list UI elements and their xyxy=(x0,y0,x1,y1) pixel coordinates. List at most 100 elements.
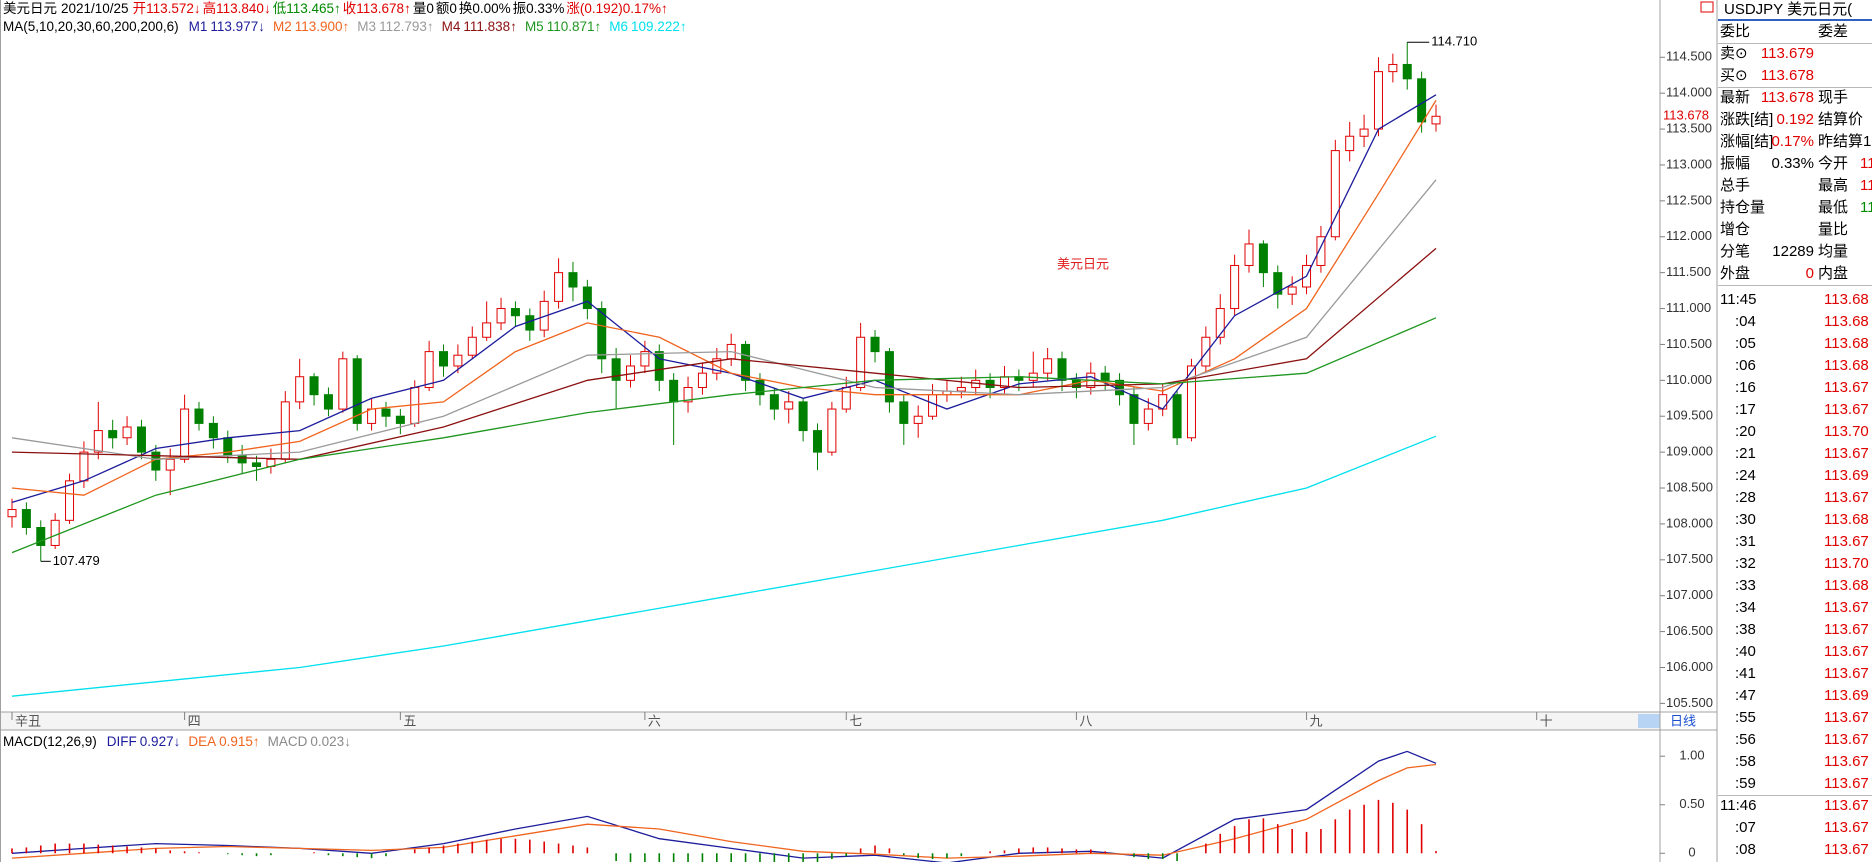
candle-body xyxy=(582,286,592,310)
watermark: 美元日元 xyxy=(1057,256,1109,271)
trade-time: :24 xyxy=(1735,467,1756,484)
trade-time: :30 xyxy=(1735,511,1756,528)
series-line xyxy=(11,750,1437,862)
candle-body xyxy=(395,415,405,424)
x-tick-label: 八 xyxy=(1079,713,1092,728)
y-tick-label: 112.000 xyxy=(1666,228,1712,243)
macd-chart: 1.00 0.50 0 xyxy=(11,748,1705,862)
y-tick-label: 113.000 xyxy=(1666,156,1712,171)
series-line xyxy=(11,247,1437,460)
series-line xyxy=(11,435,1437,697)
macd-header: MACD(12,26,9) DIFF 0.927↓ DEA 0.915↑ MACD 0.02… xyxy=(3,733,359,750)
candle-body xyxy=(295,376,305,403)
trade-time: :16 xyxy=(1735,379,1756,396)
y-tick-label: 0.50 xyxy=(1679,796,1704,811)
candle-body xyxy=(467,336,477,356)
legend-value: 113.977↓ xyxy=(210,19,265,34)
trade-price: 113.67 xyxy=(1824,445,1869,462)
candle-body xyxy=(496,308,506,324)
candle-body xyxy=(956,387,966,392)
quote-row: 卖⊙ 113.679 xyxy=(1718,43,1872,65)
trade-row: :28 113.67 xyxy=(1718,487,1872,509)
candle-body xyxy=(1129,394,1139,424)
x-tick-label: 六 xyxy=(648,713,661,728)
legend-value: 109.222↑ xyxy=(631,19,687,34)
quote-label: 外盘 xyxy=(1720,265,1751,282)
candle-body xyxy=(367,408,377,424)
trade-row: :34 113.67 xyxy=(1718,597,1872,619)
quote-field: 额0 xyxy=(435,1,457,16)
quote-value: 0.192 xyxy=(1776,111,1814,128)
trade-price: 113.68 xyxy=(1824,577,1869,594)
quote-label: 委差 xyxy=(1818,23,1849,40)
axis-icon xyxy=(1700,1,1714,13)
candle-body xyxy=(21,509,31,529)
quote-label: 持仓量 xyxy=(1720,199,1766,216)
candle-body xyxy=(482,322,492,338)
candle-body xyxy=(1316,236,1326,266)
trade-time: :47 xyxy=(1735,687,1756,704)
candle-body xyxy=(1230,264,1240,310)
candle-body xyxy=(338,358,348,410)
legend-name: DIFF xyxy=(106,734,137,749)
quote-header: 美元日元 2021/10/25 开113.572↓ 高113.840↓ 低113.465… xyxy=(3,0,670,17)
quote-row: 买⊙ 113.678 xyxy=(1718,65,1872,88)
candle-body xyxy=(827,408,837,453)
legend-value: 112.793↑ xyxy=(379,19,434,34)
trade-time: :33 xyxy=(1735,577,1756,594)
trade-price: 113.68 xyxy=(1824,511,1869,528)
quote-label: 结算价 xyxy=(1818,111,1864,128)
legend-value: 0.023↓ xyxy=(310,734,351,749)
candle-body xyxy=(1244,243,1254,266)
candle-body xyxy=(1186,365,1196,439)
trade-price: 113.68 xyxy=(1824,313,1869,330)
candle-body xyxy=(280,401,290,460)
trade-price: 113.70 xyxy=(1824,555,1869,572)
quote-field: 换0.00% xyxy=(458,1,511,16)
quote-value: 11 xyxy=(1860,199,1872,216)
quote-field: 低113.465↑ xyxy=(272,1,341,16)
candle-body xyxy=(1215,308,1225,338)
legend-value: 110.871↑ xyxy=(546,19,602,34)
candle-body xyxy=(1431,115,1441,125)
quote-label: 均量 xyxy=(1818,243,1849,260)
candle-body xyxy=(568,272,578,288)
trade-row: :24 113.69 xyxy=(1718,465,1872,487)
x-strip xyxy=(0,712,1660,730)
quote-label: 现手 xyxy=(1818,89,1849,106)
candle-body xyxy=(1330,150,1340,238)
x-tick-label: 辛丑 xyxy=(15,713,41,728)
trade-price: 113.67 xyxy=(1824,665,1869,682)
x-tick-label: 十 xyxy=(1540,713,1553,728)
y-tick-label: 113.500 xyxy=(1666,121,1712,136)
candle-body xyxy=(381,408,391,417)
trade-time: :04 xyxy=(1735,313,1756,330)
quote-value: 11 xyxy=(1860,177,1872,194)
legend-value: 0.915↑ xyxy=(219,734,260,749)
y-tick-label: 108.500 xyxy=(1666,479,1713,494)
trade-price: 113.67 xyxy=(1824,489,1869,506)
trade-time: 11:45 xyxy=(1720,291,1757,308)
trade-time: :55 xyxy=(1735,709,1756,726)
trade-row: :04 113.68 xyxy=(1718,311,1872,333)
trade-time: :31 xyxy=(1735,533,1756,550)
trade-time: :08 xyxy=(1735,841,1756,858)
trade-price: 113.68 xyxy=(1824,357,1869,374)
quote-row: 总手 最高 11 xyxy=(1718,175,1872,197)
trade-time: :32 xyxy=(1735,555,1756,572)
candle-body xyxy=(1172,394,1182,439)
trade-price: 113.68 xyxy=(1824,335,1869,352)
annotation: 114.710 xyxy=(1431,34,1477,49)
quote-label: 振幅 xyxy=(1720,155,1751,172)
trade-row: :33 113.68 xyxy=(1718,575,1872,597)
trade-time: :06 xyxy=(1735,357,1756,374)
candle-body xyxy=(79,451,89,482)
quote-field: 振0.33% xyxy=(512,1,565,16)
trade-row: :30 113.68 xyxy=(1718,509,1872,531)
ma-header: MA(5,10,20,30,60,200,200,6) M1 113.977↓ M2 1… xyxy=(3,18,695,35)
quote-row: 分笔 12289 均量 xyxy=(1718,241,1872,263)
candle-body xyxy=(208,422,218,439)
candle-body xyxy=(1359,128,1369,137)
candle-body xyxy=(1373,71,1383,130)
